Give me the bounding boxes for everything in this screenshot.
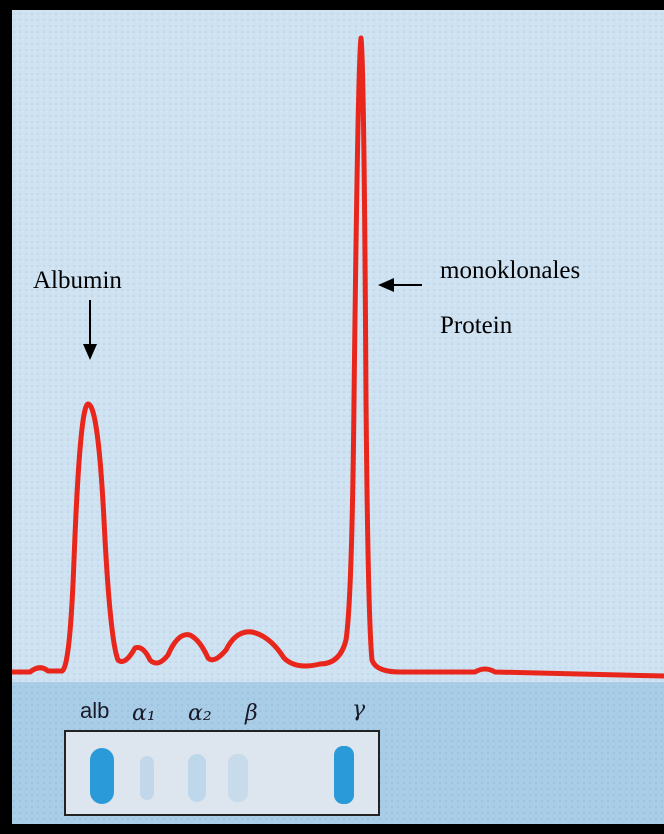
band-alb bbox=[90, 748, 114, 804]
fraction-label: β bbox=[244, 701, 258, 726]
protein-label: Protein bbox=[440, 312, 513, 339]
arrow-head bbox=[378, 278, 394, 292]
band-a2 bbox=[188, 754, 206, 802]
protein-label: monoklonales bbox=[440, 257, 580, 284]
albumin-label: Albumin bbox=[33, 267, 122, 294]
arrow-head bbox=[83, 344, 97, 360]
fraction-label: γ bbox=[352, 697, 366, 722]
densitogram-curve bbox=[12, 35, 664, 679]
band-gamma bbox=[334, 746, 354, 804]
band-beta bbox=[228, 754, 248, 802]
gel-strip bbox=[64, 730, 380, 816]
fraction-label: α₂ bbox=[188, 701, 212, 726]
fraction-label: α₁ bbox=[132, 701, 156, 726]
fraction-label: alb bbox=[80, 698, 109, 723]
band-a1 bbox=[140, 756, 154, 800]
